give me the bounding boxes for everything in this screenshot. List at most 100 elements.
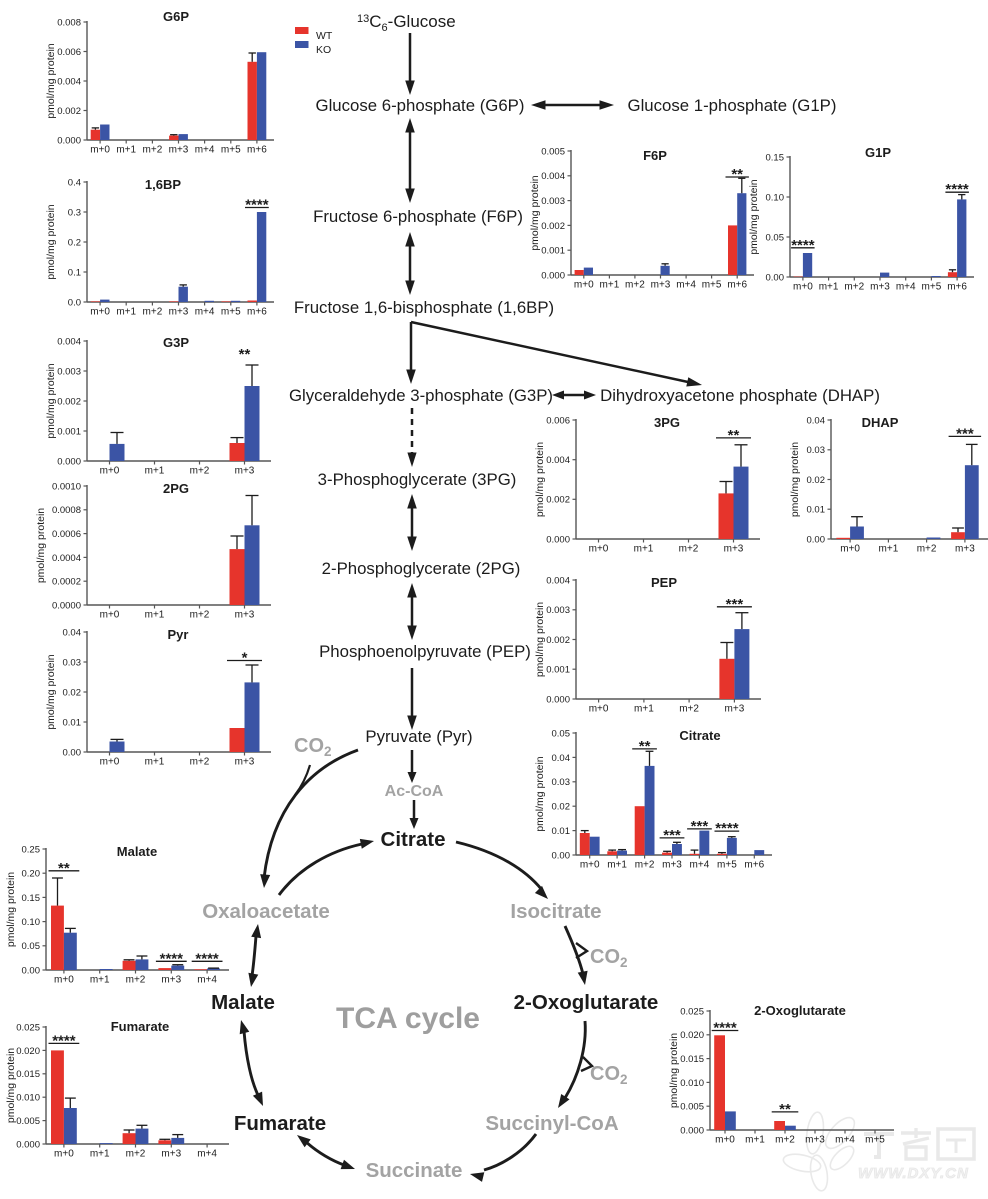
svg-text:m+1: m+1: [600, 280, 620, 291]
svg-text:pmol/mg protein: pmol/mg protein: [534, 442, 546, 517]
svg-text:TCA cycle: TCA cycle: [336, 1002, 480, 1035]
svg-text:0.01: 0.01: [552, 826, 571, 837]
svg-text:2-Phosphoglycerate (2PG): 2-Phosphoglycerate (2PG): [322, 559, 521, 578]
svg-text:**: **: [239, 346, 251, 363]
svg-text:m+0: m+0: [90, 307, 110, 318]
svg-text:0.015: 0.015: [16, 1069, 40, 1080]
svg-text:m+3: m+3: [161, 975, 181, 986]
svg-text:0.10: 0.10: [22, 917, 41, 928]
svg-text:Glucose 1-phosphate (G1P): Glucose 1-phosphate (G1P): [628, 96, 837, 115]
svg-text:****: ****: [715, 820, 739, 837]
svg-text:m+3: m+3: [161, 1149, 181, 1160]
svg-text:m+5: m+5: [922, 282, 942, 293]
svg-text:Succinate: Succinate: [366, 1159, 463, 1182]
svg-text:pmol/mg protein: pmol/mg protein: [668, 1033, 680, 1108]
svg-text:0.00: 0.00: [22, 965, 41, 976]
svg-text:m+0: m+0: [589, 544, 609, 555]
svg-text:m+0: m+0: [100, 466, 120, 477]
svg-text:**: **: [58, 860, 70, 877]
svg-text:WWW.DXY.CN: WWW.DXY.CN: [858, 1165, 969, 1182]
svg-text:0.0006: 0.0006: [52, 529, 81, 540]
svg-text:****: ****: [160, 950, 184, 967]
svg-text:0.025: 0.025: [680, 1006, 704, 1017]
svg-text:2-Oxoglutarate: 2-Oxoglutarate: [514, 991, 659, 1014]
svg-text:**: **: [779, 1101, 791, 1118]
svg-text:0.000: 0.000: [546, 534, 570, 545]
svg-text:m+2: m+2: [126, 975, 146, 986]
svg-text:0.000: 0.000: [57, 135, 81, 146]
svg-text:0.002: 0.002: [546, 495, 570, 506]
svg-text:0.10: 0.10: [766, 192, 785, 203]
svg-text:***: ***: [726, 596, 744, 613]
svg-text:m+2: m+2: [190, 757, 210, 768]
svg-text:m+0: m+0: [715, 1135, 735, 1146]
svg-text:Pyr: Pyr: [168, 627, 189, 642]
svg-text:pmol/mg protein: pmol/mg protein: [534, 602, 546, 677]
svg-text:m+4: m+4: [676, 280, 696, 291]
svg-text:pmol/mg protein: pmol/mg protein: [5, 872, 17, 947]
svg-text:****: ****: [52, 1032, 76, 1049]
svg-text:0.1: 0.1: [68, 267, 81, 278]
svg-text:0.04: 0.04: [552, 753, 571, 764]
svg-text:****: ****: [945, 181, 969, 198]
svg-text:m+6: m+6: [247, 145, 267, 156]
svg-text:0.15: 0.15: [766, 152, 785, 163]
svg-text:****: ****: [791, 237, 815, 254]
svg-text:Citrate: Citrate: [381, 828, 446, 851]
svg-text:KO: KO: [316, 44, 331, 56]
svg-text:****: ****: [195, 950, 219, 967]
svg-text:0.001: 0.001: [57, 426, 81, 437]
svg-text:0.004: 0.004: [546, 455, 570, 466]
svg-text:m+2: m+2: [126, 1149, 146, 1160]
svg-text:m+6: m+6: [247, 307, 267, 318]
svg-text:Citrate: Citrate: [679, 728, 720, 743]
svg-text:0.004: 0.004: [546, 575, 570, 586]
svg-text:m+2: m+2: [917, 544, 937, 555]
svg-text:***: ***: [691, 818, 709, 835]
svg-text:Fumarate: Fumarate: [234, 1112, 326, 1135]
svg-text:0.05: 0.05: [766, 232, 785, 243]
svg-text:0.02: 0.02: [807, 475, 826, 486]
svg-text:0.002: 0.002: [57, 106, 81, 117]
svg-text:m+1: m+1: [90, 1149, 110, 1160]
svg-text:m+0: m+0: [90, 145, 110, 156]
svg-text:pmol/mg protein: pmol/mg protein: [45, 204, 57, 279]
svg-text:WT: WT: [316, 30, 333, 42]
svg-text:G1P: G1P: [865, 145, 891, 160]
svg-text:m+2: m+2: [190, 610, 210, 621]
svg-text:Oxaloacetate: Oxaloacetate: [202, 900, 330, 923]
svg-text:m+3: m+3: [169, 307, 189, 318]
svg-text:Fructose 1,6-bisphosphate (1,6: Fructose 1,6-bisphosphate (1,6BP): [294, 298, 554, 317]
svg-text:0.01: 0.01: [63, 717, 82, 728]
svg-text:m+3: m+3: [955, 544, 975, 555]
svg-text:m+1: m+1: [116, 145, 136, 156]
svg-text:2-Oxoglutarate: 2-Oxoglutarate: [754, 1003, 846, 1018]
svg-text:m+4: m+4: [835, 1135, 855, 1146]
svg-text:Isocitrate: Isocitrate: [510, 900, 601, 923]
svg-text:0.02: 0.02: [552, 802, 571, 813]
svg-text:pmol/mg protein: pmol/mg protein: [529, 175, 541, 250]
svg-text:m+3: m+3: [169, 145, 189, 156]
svg-text:****: ****: [245, 197, 269, 214]
svg-text:Ac-CoA: Ac-CoA: [385, 783, 444, 800]
svg-text:0.025: 0.025: [16, 1022, 40, 1033]
svg-text:0.000: 0.000: [57, 456, 81, 467]
svg-text:m+5: m+5: [717, 860, 737, 871]
svg-text:Malate: Malate: [211, 991, 275, 1014]
svg-text:m+0: m+0: [840, 544, 860, 555]
svg-text:m+2: m+2: [844, 282, 864, 293]
svg-text:0.0: 0.0: [68, 297, 81, 308]
svg-text:m+4: m+4: [690, 860, 710, 871]
svg-text:0.0004: 0.0004: [52, 553, 81, 564]
svg-text:****: ****: [713, 1020, 737, 1037]
svg-text:DHAP: DHAP: [862, 415, 899, 430]
svg-text:pmol/mg protein: pmol/mg protein: [534, 756, 546, 831]
svg-text:0.00: 0.00: [63, 747, 82, 758]
svg-text:0.0008: 0.0008: [52, 505, 81, 516]
svg-text:Succinyl-CoA: Succinyl-CoA: [485, 1112, 618, 1135]
svg-text:Malate: Malate: [117, 844, 157, 859]
svg-text:0.01: 0.01: [807, 505, 826, 516]
svg-text:0.04: 0.04: [63, 627, 82, 638]
svg-text:m+5: m+5: [865, 1135, 885, 1146]
svg-text:0.03: 0.03: [552, 777, 571, 788]
